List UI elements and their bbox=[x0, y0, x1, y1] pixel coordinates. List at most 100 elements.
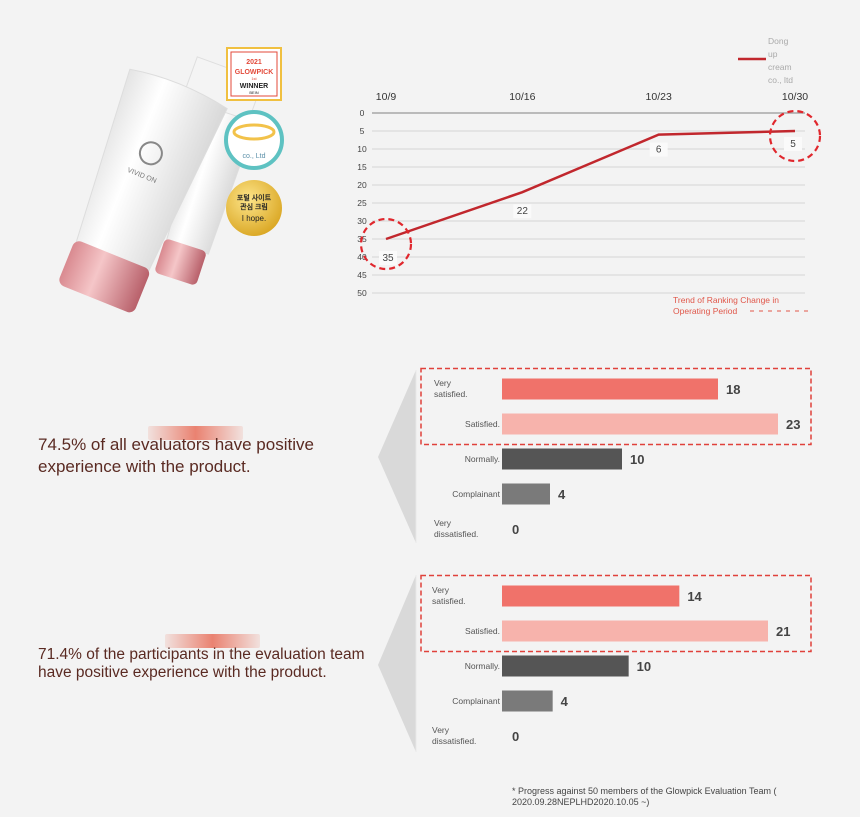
highlight-circle bbox=[768, 109, 822, 163]
bar-value-label: 0 bbox=[512, 729, 519, 744]
y-tick-label: 25 bbox=[357, 198, 367, 208]
large-tube: VIVID ON bbox=[59, 68, 228, 313]
category-label: satisfied. bbox=[434, 389, 468, 399]
highlight-box bbox=[420, 367, 812, 446]
series-line-group: 35 22 6 5 bbox=[359, 109, 822, 271]
bar-value-label: 4 bbox=[558, 487, 566, 502]
bar-value-label: 10 bbox=[630, 452, 644, 467]
category-label: Satisfied. bbox=[465, 626, 500, 636]
legend: Dong up cream co., ltd bbox=[738, 36, 793, 85]
statement-1-accent bbox=[148, 426, 243, 440]
shadow-wedge bbox=[378, 370, 416, 543]
footnote: * Progress against 50 members of the Glo… bbox=[512, 786, 812, 808]
statement-1-line-1: 74.5% of all evaluators have positive bbox=[38, 435, 314, 454]
category-label: Very bbox=[434, 518, 452, 528]
statement-1-line-2: experience with the product. bbox=[38, 457, 251, 476]
statement-2: 71.4% of the participants in the evaluat… bbox=[38, 646, 378, 682]
bar-value-label: 21 bbox=[776, 624, 790, 639]
x-axis-ticks: 10/9 10/16 10/23 10/30 bbox=[376, 91, 809, 103]
highlight-circle bbox=[359, 217, 413, 271]
category-label: dissatisfied. bbox=[434, 529, 478, 539]
data-label: 6 bbox=[656, 145, 662, 156]
series-line bbox=[385, 129, 796, 241]
statement-2-accent bbox=[165, 634, 260, 648]
y-tick-label: 40 bbox=[357, 252, 367, 262]
glowpick-winner: WINNER bbox=[240, 83, 268, 90]
data-label-bg bbox=[379, 251, 397, 265]
y-tick-label: 15 bbox=[357, 162, 367, 172]
category-label: Satisfied. bbox=[465, 419, 500, 429]
bar bbox=[502, 448, 622, 470]
bar bbox=[502, 413, 778, 435]
shadow-wedge bbox=[378, 575, 416, 752]
statement-1: 74.5% of all evaluators have positive ex… bbox=[38, 434, 368, 478]
bar-value-label: 4 bbox=[561, 694, 569, 709]
category-label: Complainant bbox=[452, 489, 500, 499]
company-badge-label: co., Ltd bbox=[243, 153, 266, 160]
category-label: dissatisfied. bbox=[432, 736, 476, 746]
legend-label: co., ltd bbox=[768, 75, 793, 85]
y-tick-label: 50 bbox=[357, 288, 367, 298]
bar-value-label: 10 bbox=[637, 659, 651, 674]
data-label: 22 bbox=[517, 206, 529, 217]
ranking-line-chart: 0 5 10 15 20 25 30 35 40 45 50 10/9 10/16 10/23 10/30… bbox=[357, 36, 822, 316]
footnote-line-1: * Progress against 50 members of the Glo… bbox=[512, 786, 777, 796]
grid-lines bbox=[372, 112, 805, 294]
highlight-box bbox=[420, 574, 812, 653]
bar bbox=[502, 690, 553, 712]
bar-value-label: 18 bbox=[726, 382, 740, 397]
statement-2-line-2: have positive experience with the produc… bbox=[38, 664, 327, 681]
company-badge: co., Ltd bbox=[224, 110, 284, 170]
y-tick-label: 0 bbox=[360, 108, 365, 118]
data-label: 35 bbox=[382, 253, 394, 264]
y-tick-label: 10 bbox=[357, 144, 367, 154]
x-tick-label: 10/23 bbox=[646, 91, 672, 103]
bar-value-label: 14 bbox=[687, 589, 702, 604]
legend-label: Dong bbox=[768, 36, 789, 46]
glowpick-badge: 2021 GLOWPICK 1st WINNER BEIN bbox=[226, 47, 282, 101]
legend-label: cream bbox=[768, 62, 792, 72]
bar bbox=[502, 585, 680, 607]
data-label-bg bbox=[513, 204, 532, 219]
statement-2-line-1: 71.4% of the participants in the evaluat… bbox=[38, 646, 365, 663]
x-tick-label: 10/30 bbox=[782, 91, 808, 103]
y-tick-label: 20 bbox=[357, 180, 367, 190]
y-tick-label: 45 bbox=[357, 270, 367, 280]
bar bbox=[502, 483, 550, 505]
chart-footnote-line: Operating Period bbox=[673, 306, 738, 316]
korean-badge-2: 관심 크림 bbox=[240, 202, 268, 211]
bar bbox=[502, 620, 768, 642]
category-label: Very bbox=[434, 378, 452, 388]
category-label: Very bbox=[432, 725, 450, 735]
x-tick-label: 10/16 bbox=[509, 91, 535, 103]
glowpick-brand: GLOWPICK bbox=[235, 69, 274, 76]
y-tick-label: 5 bbox=[360, 126, 365, 136]
category-label: satisfied. bbox=[432, 596, 466, 606]
category-label: Very bbox=[432, 585, 450, 595]
category-label: Normally. bbox=[465, 454, 500, 464]
korean-badge-1: 포털 사이트 bbox=[237, 193, 272, 202]
y-tick-label: 30 bbox=[357, 216, 367, 226]
x-tick-label: 10/9 bbox=[376, 91, 397, 103]
bar bbox=[502, 378, 718, 400]
glowpick-cat: BEIN bbox=[249, 90, 258, 95]
glowpick-year: 2021 bbox=[246, 59, 262, 66]
chart-footnote-line: Trend of Ranking Change in bbox=[673, 295, 779, 305]
bar-value-label: 23 bbox=[786, 417, 800, 432]
bar bbox=[502, 655, 629, 677]
category-label: Complainant bbox=[452, 696, 500, 706]
product-image: VIVID ON 2021 GLOWPICK 1st WINNER BEIN c… bbox=[59, 47, 284, 313]
category-label: Normally. bbox=[465, 661, 500, 671]
bar-value-label: 0 bbox=[512, 522, 519, 537]
data-label-bg bbox=[784, 137, 802, 151]
data-label: 5 bbox=[790, 139, 796, 150]
legend-label: up bbox=[768, 49, 778, 59]
footnote-line-2: 2020.09.28NEPLHD2020.10.05 ~) bbox=[512, 797, 650, 807]
korean-badge-3: I hope. bbox=[242, 214, 266, 223]
glowpick-sub: 1st bbox=[251, 76, 257, 81]
korean-badge: 포털 사이트 관심 크림 I hope. bbox=[226, 180, 282, 236]
